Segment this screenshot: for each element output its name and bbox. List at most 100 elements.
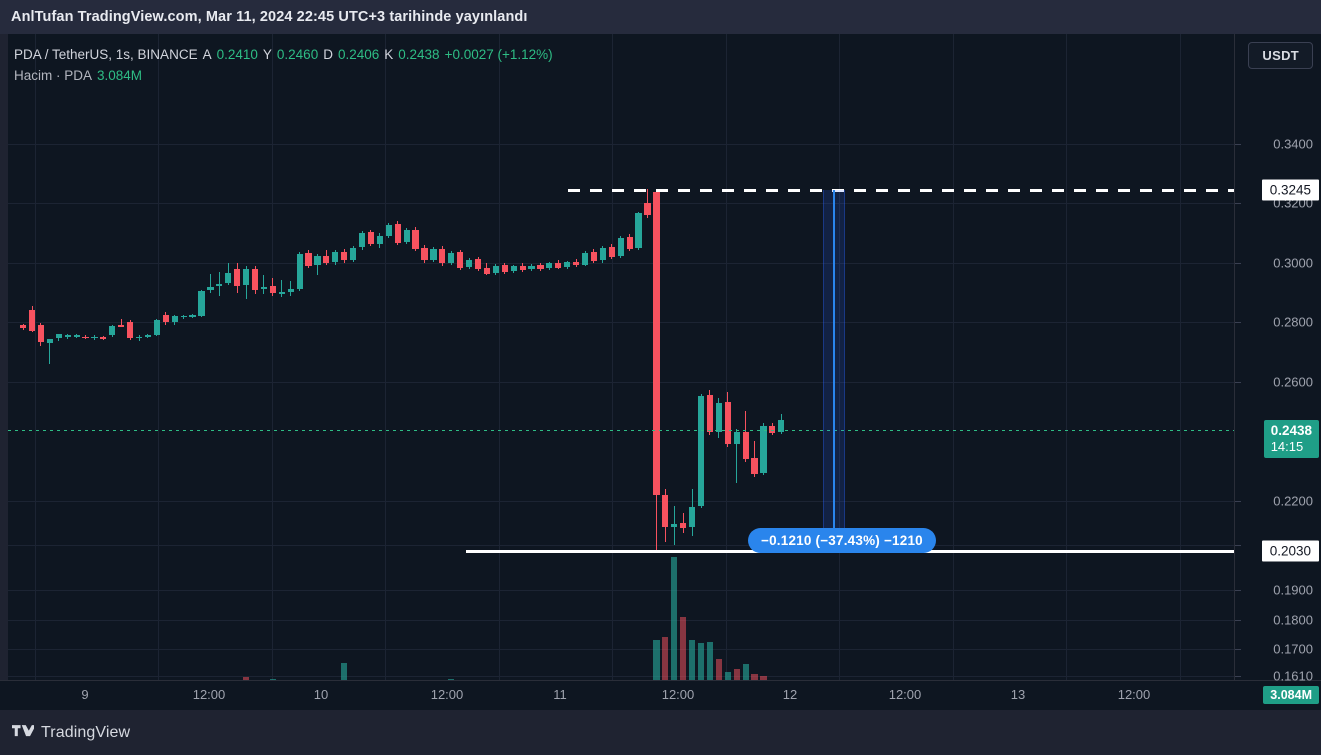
candle-body (421, 248, 428, 261)
candle-body (385, 224, 392, 236)
candle-body (225, 272, 232, 284)
vertical-gridline (272, 34, 273, 680)
candle-body (28, 310, 36, 331)
candle-body (73, 334, 80, 337)
candle-body (341, 251, 348, 261)
candle-body (394, 224, 401, 243)
candle-body (55, 334, 62, 339)
price-axis-tickmark (1235, 501, 1241, 502)
candle-body (492, 265, 499, 273)
candle-body (751, 458, 758, 474)
candle-body (367, 231, 375, 245)
candle-body (260, 286, 268, 290)
candle-body (20, 325, 27, 328)
candle-wick (736, 429, 738, 483)
volume-bar (269, 678, 276, 680)
volume-bar (243, 677, 250, 680)
candle-wick (290, 280, 292, 297)
price-axis-tick: 0.3000 (1273, 255, 1313, 271)
price-axis-tickmark (1235, 382, 1241, 383)
candle-body (590, 252, 598, 262)
candle-body (617, 237, 624, 257)
candle-body (153, 319, 160, 335)
time-axis[interactable]: 9 12:00 10 12:00 11 12:00 12 12:00 13 12:00 (0, 680, 1321, 710)
candle-body (171, 316, 178, 323)
horizontal-gridline (8, 144, 1234, 145)
measurement-tooltip: −0.1210 (−37.43%) −1210 (748, 528, 936, 553)
candle-body (581, 252, 589, 265)
vertical-gridline (385, 34, 386, 680)
candle-body (332, 252, 339, 263)
price-axis[interactable]: 0.34000.32000.30000.28000.26000.22000.20… (1234, 34, 1321, 704)
time-axis-tick: 12:00 (661, 687, 695, 702)
candle-body (82, 336, 89, 339)
current-time-value: 14:15 (1270, 438, 1304, 454)
candle-wick (209, 273, 211, 293)
tradingview-logo[interactable]: TradingView (12, 724, 130, 742)
vertical-gridline (1066, 34, 1067, 680)
candle-body (269, 286, 276, 294)
candle-body (483, 268, 491, 274)
price-axis-tickmark (1235, 590, 1241, 591)
volume-bar (689, 639, 696, 680)
volume-bar (671, 557, 678, 680)
volume-bar (724, 672, 731, 680)
candle-body (100, 337, 107, 339)
price-axis-tick: 0.1900 (1273, 582, 1313, 598)
candle-body (519, 265, 526, 270)
volume-value-label[interactable]: 3.084M (1263, 686, 1319, 704)
drawn-line-price-label[interactable]: 0.3245 (1261, 179, 1319, 201)
candle-body (474, 259, 482, 269)
currency-badge[interactable]: USDT (1248, 42, 1313, 69)
candle-body (198, 290, 205, 316)
volume-bar (448, 678, 455, 680)
drawn-line-price-label[interactable]: 0.2030 (1261, 540, 1319, 562)
chart-plot-area[interactable]: −0.1210 (−37.43%) −1210 (8, 34, 1234, 680)
current-price-line (8, 430, 1234, 431)
volume-bar (653, 639, 660, 680)
candle-body (537, 265, 544, 269)
time-axis-tick: 12:00 (1117, 687, 1151, 702)
volume-bar (706, 641, 714, 680)
candle-body (243, 269, 250, 285)
volume-bar (715, 659, 722, 680)
candle-body (403, 230, 410, 243)
price-axis-tick: 0.3400 (1273, 136, 1313, 152)
candle-body (546, 263, 553, 269)
candle-body (207, 286, 214, 290)
horizontal-gridline (8, 676, 1234, 677)
price-axis-tick: 0.2600 (1273, 374, 1313, 390)
vertical-gridline (726, 34, 727, 680)
price-axis-tick: 0.1610 (1273, 668, 1313, 684)
price-axis-tick: 0.2800 (1273, 314, 1313, 330)
candle-body (564, 262, 571, 268)
time-axis-tick: 11 (553, 687, 567, 702)
volume-bar (760, 675, 767, 680)
candle-body (706, 395, 714, 433)
price-axis-tick: 0.1800 (1273, 612, 1313, 628)
candle-body (296, 253, 303, 290)
current-price-value: 0.2438 (1270, 422, 1312, 438)
candle-body (109, 325, 116, 336)
candle-body (376, 236, 383, 244)
chart-pane[interactable]: −0.1210 (−37.43%) −1210 PDA / TetherUS, … (0, 34, 1321, 704)
tradingview-mark-icon (12, 725, 34, 737)
volume-bar (662, 636, 669, 680)
candle-body (234, 268, 241, 287)
volume-bar (751, 673, 758, 680)
candle-body (528, 265, 535, 270)
candle-wick (49, 339, 51, 364)
candle-body (64, 335, 71, 337)
horizontal-gridline (8, 322, 1234, 323)
candle-wick (263, 274, 265, 294)
price-axis-tick: 0.2200 (1273, 493, 1313, 509)
horizontal-gridline (8, 501, 1234, 502)
price-axis-tickmark (1235, 203, 1241, 204)
candle-body (573, 261, 580, 266)
current-price-label[interactable]: 0.2438 14:15 (1263, 419, 1319, 458)
candle-body (724, 401, 731, 445)
volume-bar (680, 617, 687, 680)
resistance-line[interactable] (568, 189, 1234, 193)
price-axis-tickmark (1235, 263, 1241, 264)
